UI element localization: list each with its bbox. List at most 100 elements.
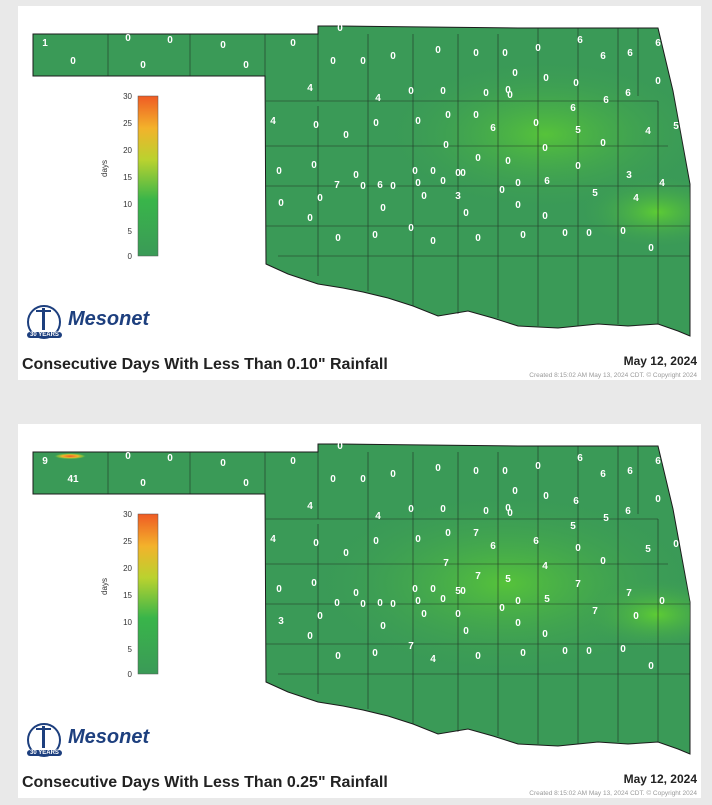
station-value-label: 0 [360,599,366,610]
station-value-label: 0 [335,651,341,662]
station-value-label: 0 [543,73,549,84]
station-value-label: 0 [317,193,323,204]
station-value-label: 0 [278,198,284,209]
map-date: May 12, 2024 [623,354,697,368]
station-value-label: 0 [140,478,146,489]
station-value-label: 0 [655,76,661,87]
station-value-label: 0 [473,466,479,477]
station-value-label: 4 [633,193,639,204]
station-value-label: 0 [430,584,436,595]
station-value-label: 4 [375,511,381,522]
station-value-label: 6 [603,95,609,106]
station-value-label: 0 [360,56,366,67]
station-value-label: 0 [330,56,336,67]
station-value-label: 0 [373,118,379,129]
station-value-label: 0 [167,453,173,464]
station-value-label: 0 [140,60,146,71]
station-value-label: 0 [430,166,436,177]
station-value-label: 0 [573,78,579,89]
station-value-label: 6 [377,180,383,191]
station-value-label: 0 [313,538,319,549]
station-value-label: 0 [483,506,489,517]
station-value-label: 5 [603,513,609,524]
station-value-label: 4 [307,501,313,512]
station-value-label: 5 [505,574,511,585]
station-value-label: 0 [586,228,592,239]
station-value-label: 0 [243,60,249,71]
station-value-label: 0 [507,508,513,519]
logo-badge: 30 YEARS [27,750,62,756]
station-value-label: 5 [645,544,651,555]
station-value-label: 0 [543,491,549,502]
station-value-label: 0 [502,466,508,477]
station-value-label: 0 [311,160,317,171]
station-value-label: 0 [507,90,513,101]
station-value-label: 6 [600,469,606,480]
station-value-label: 4 [270,534,276,545]
station-value-label: 0 [220,458,226,469]
station-value-label: 0 [390,469,396,480]
station-value-label: 0 [415,178,421,189]
station-value-label: 0 [276,584,282,595]
station-value-label: 0 [167,35,173,46]
map-panel-1: 9 41 0 0 0 0 0 0 0 0 0 0 0 0 0 0 0 0 6 6 6 6 4 0 4 0 0 0 0 0 6 6 4 0 0 0 0 0 7… [18,424,701,798]
station-value-label: 6 [600,51,606,62]
station-value-label: 0 [125,33,131,44]
station-value-label: 0 [575,161,581,172]
station-value-label: 0 [390,599,396,610]
station-value-label: 0 [415,116,421,127]
station-value-label: 0 [243,478,249,489]
legend-tick: 5 [127,227,132,236]
station-value-label: 0 [290,456,296,467]
station-value-label: 7 [334,180,340,191]
station-value-label: 0 [542,143,548,154]
station-value-label: 0 [620,226,626,237]
station-value-label: 0 [455,609,461,620]
mesonet-logo: Mesonet 30 YEARS [24,302,184,346]
station-value-label: 4 [430,654,436,665]
station-value-label: 0 [353,588,359,599]
logo-text: Mesonet [68,726,150,748]
station-value-label: 6 [533,536,539,547]
station-value-label: 0 [415,534,421,545]
station-value-label: 0 [380,203,386,214]
station-value-label: 0 [276,166,282,177]
logo-text: Mesonet [68,308,150,330]
station-value-label: 0 [648,661,654,672]
legend-tick: 0 [127,670,132,679]
station-value-label: 0 [440,504,446,515]
station-value-label: 0 [575,543,581,554]
mesonet-logo: Mesonet 30 YEARS [24,720,184,764]
station-value-label: 5 [544,594,550,605]
station-value-label: 7 [626,588,632,599]
legend-tick: 30 [123,510,132,519]
legend-tick: 25 [123,119,132,128]
station-value-label: 0 [460,586,466,597]
station-value-label: 0 [460,168,466,179]
logo-badge: 30 YEARS [27,332,62,338]
station-value-label: 7 [473,528,479,539]
station-value-label: 0 [440,594,446,605]
station-value-label: 0 [512,486,518,497]
station-value-label: 0 [463,208,469,219]
station-value-label: 0 [445,528,451,539]
station-value-label: 0 [620,644,626,655]
station-value-label: 0 [408,504,414,515]
station-value-label: 0 [412,166,418,177]
station-value-label: 0 [533,118,539,129]
station-value-label: 0 [499,185,505,196]
station-value-label: 0 [483,88,489,99]
color-legend: 30 25 20 15 10 5 0 days [100,510,168,682]
station-value-label: 0 [505,503,511,514]
station-value-label: 0 [586,646,592,657]
station-value-label: 0 [334,598,340,609]
station-value-label: 5 [455,586,461,597]
station-value-label: 6 [655,38,661,49]
station-value-label: 0 [373,536,379,547]
station-value-label: 4 [659,178,665,189]
map-title: Consecutive Days With Less Than 0.10" Ra… [22,356,388,373]
legend-tick: 15 [123,173,132,182]
station-value-label: 0 [542,629,548,640]
station-value-label: 0 [330,474,336,485]
